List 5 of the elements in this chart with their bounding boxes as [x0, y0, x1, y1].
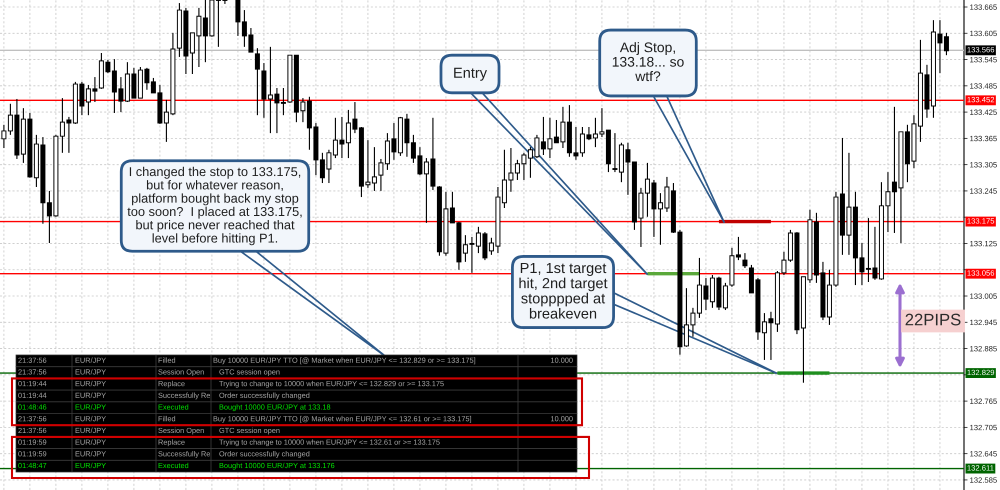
annotation: 22PIPS	[906, 314, 960, 326]
annotation: I changed the stop to 133.175, but for whatever reason, platform bought back my stop too soon? I placed at 133.175, but price never reached that level before hitting P1.	[127, 166, 302, 246]
annotation: Adj Stop, 133.18... so wtf?	[612, 42, 684, 82]
annotation: Entry	[454, 68, 487, 81]
annotation: P1, 1st target hit, 2nd target stopppped at breakeven	[519, 262, 608, 319]
